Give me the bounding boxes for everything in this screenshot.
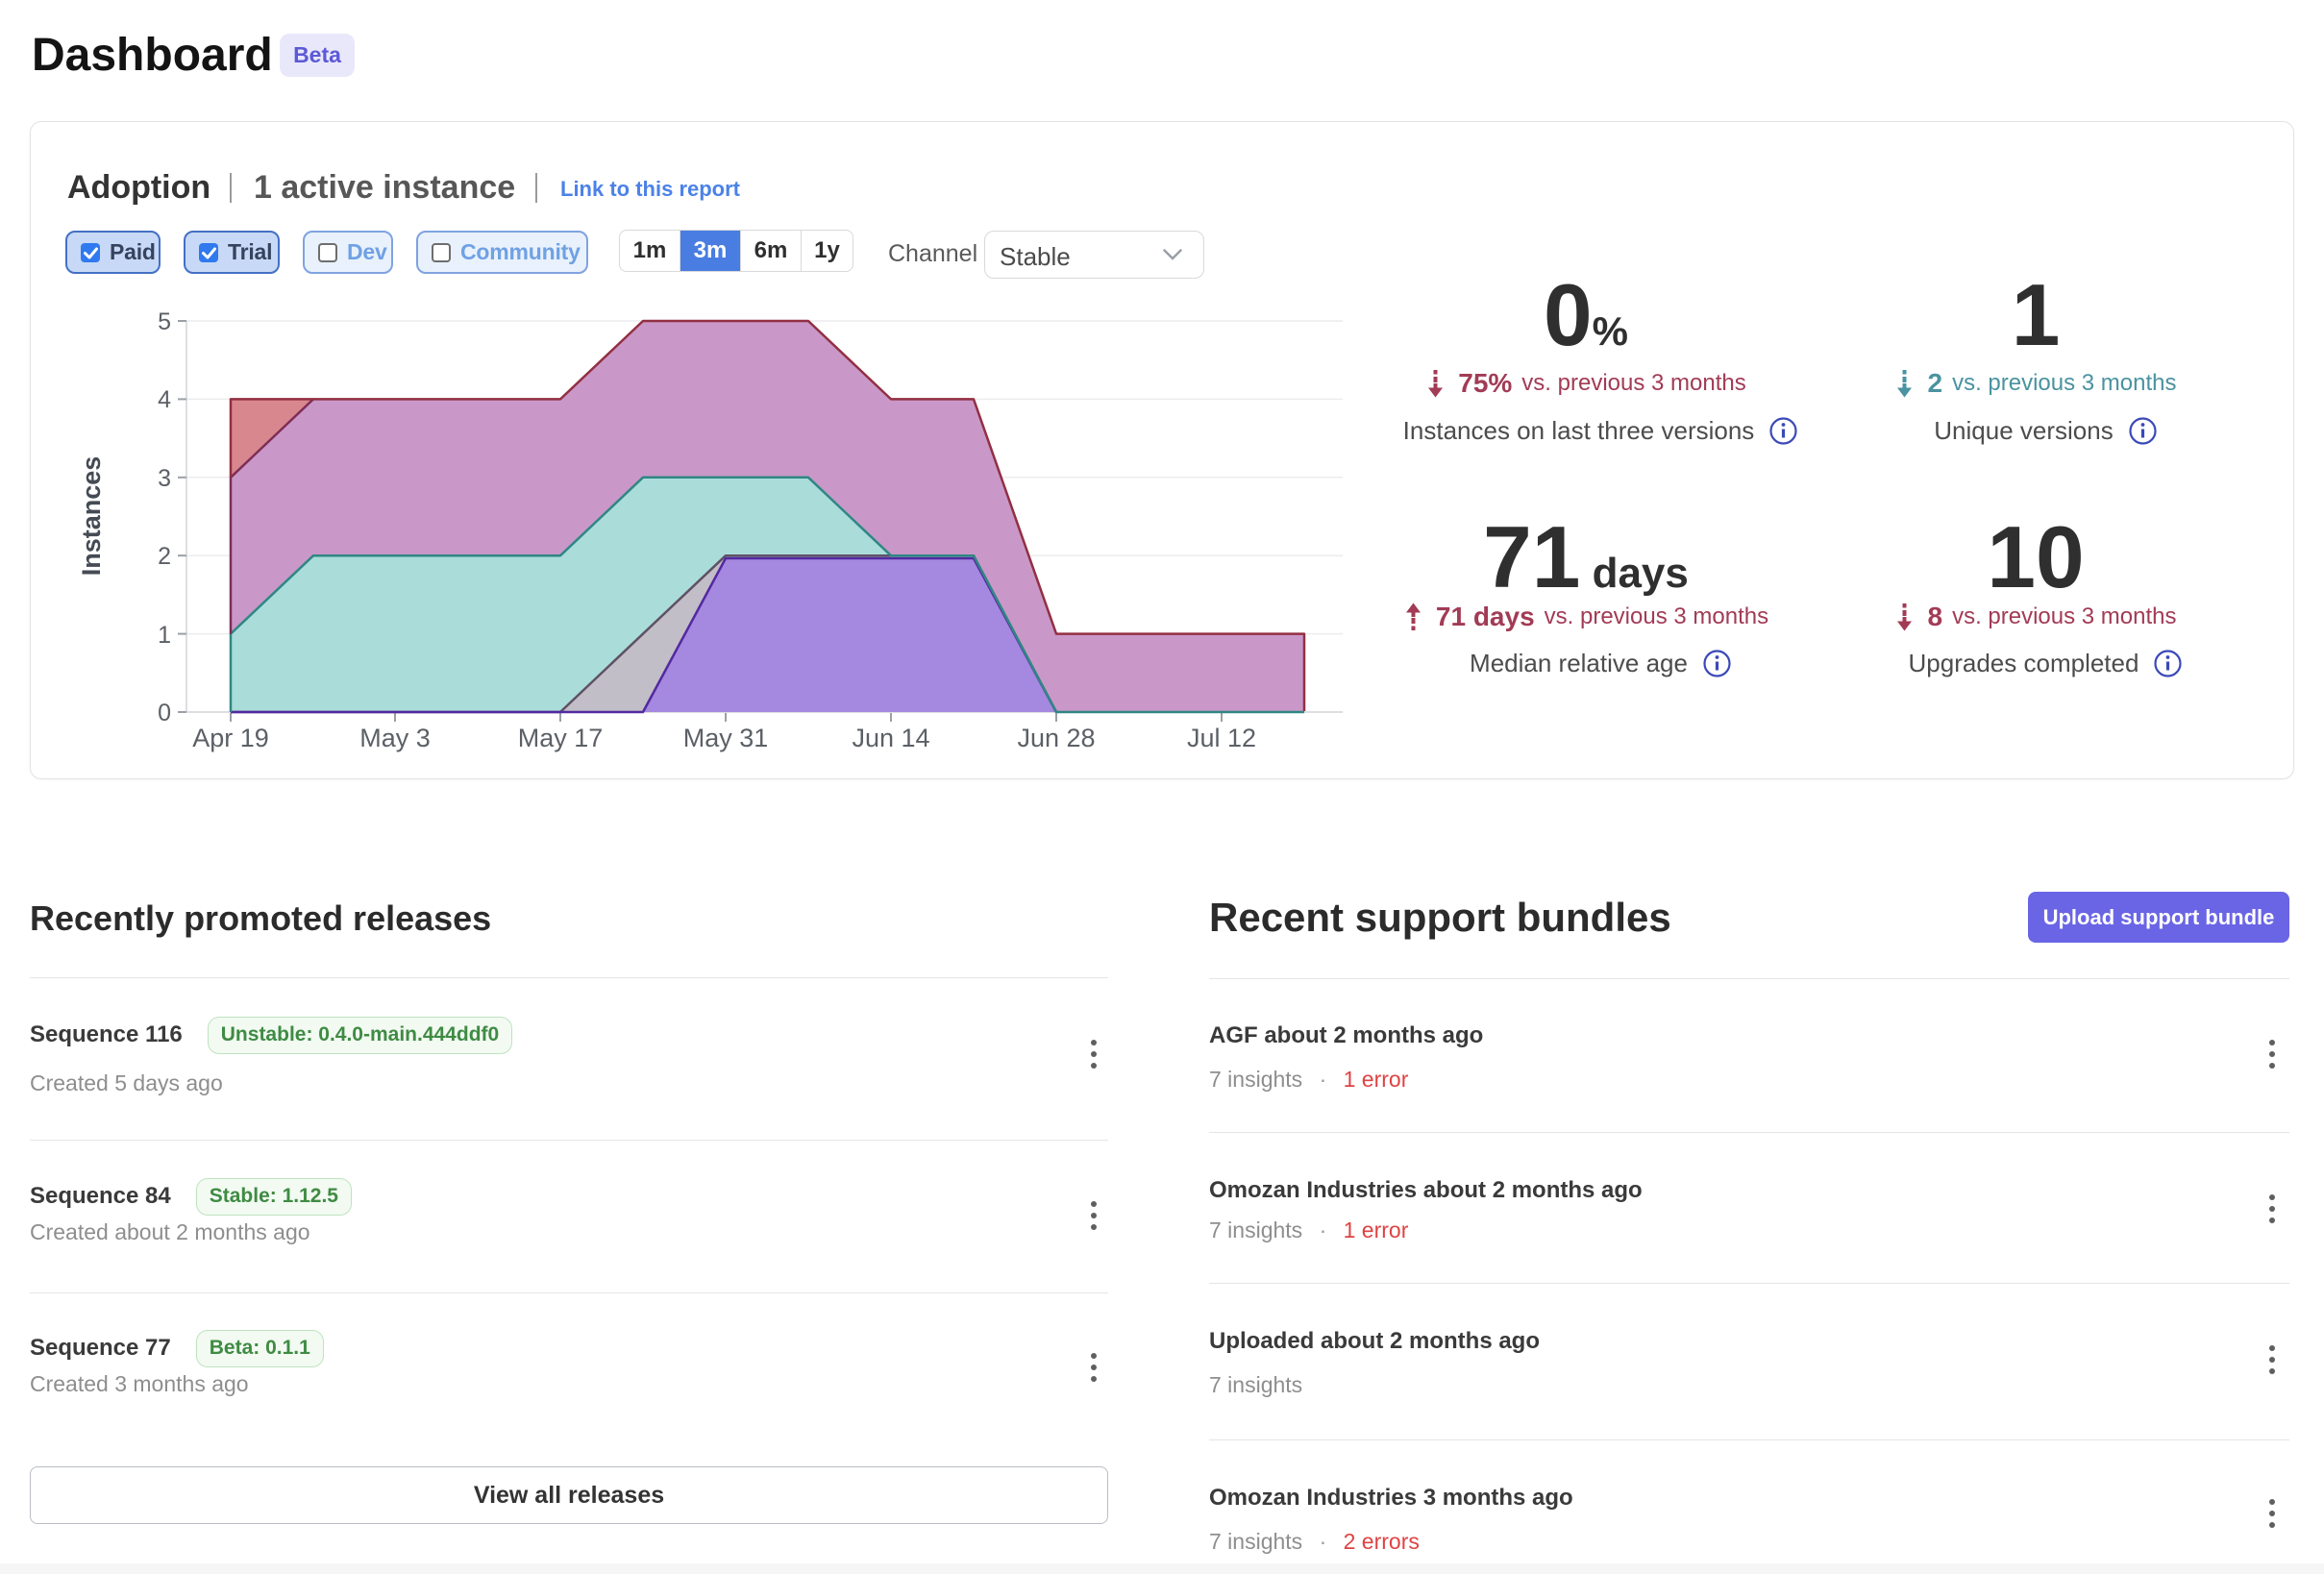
svg-text:May 3: May 3 (359, 724, 431, 752)
svg-text:Jun 28: Jun 28 (1017, 724, 1095, 752)
svg-text:Apr 19: Apr 19 (192, 724, 269, 752)
svg-text:1: 1 (158, 622, 171, 649)
svg-text:0: 0 (158, 700, 171, 726)
svg-text:May 31: May 31 (683, 724, 769, 752)
svg-text:Jun 14: Jun 14 (852, 724, 929, 752)
svg-text:4: 4 (158, 386, 171, 413)
svg-text:May 17: May 17 (518, 724, 604, 752)
svg-text:5: 5 (158, 308, 171, 335)
svg-text:Instances: Instances (77, 456, 106, 577)
svg-text:2: 2 (158, 543, 171, 570)
svg-text:3: 3 (158, 465, 171, 492)
svg-text:Jul 12: Jul 12 (1187, 724, 1256, 752)
